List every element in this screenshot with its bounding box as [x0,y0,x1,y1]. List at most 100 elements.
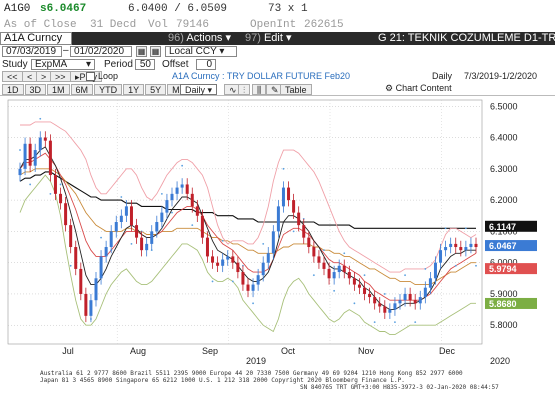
study-label: Study [2,59,28,70]
sar-dot [454,264,457,267]
frequency-select[interactable]: Daily ▾ [180,84,218,95]
security-field[interactable]: A1A Curncy [0,32,72,45]
openint-label: OpenInt [250,18,297,31]
candle-body [428,278,432,288]
sar-dot [414,321,417,324]
chart-caption: A1A Curncy : TRY DOLLAR FUTURE Feb20 [172,71,351,81]
candle-body [64,203,68,226]
candle-body [383,306,387,313]
bid-ask: 6.0400 / 6.0509 [128,2,228,15]
sar-dot [404,274,406,277]
sar-dot [231,280,234,283]
candle-body [140,237,144,251]
candle-body [38,137,42,151]
end-date-field[interactable]: 01/02/2020 [70,46,132,57]
period-tab-3d[interactable]: 3D [24,84,47,95]
sar-dot [39,117,42,120]
period-field[interactable]: 50 [135,59,155,70]
candle-body [135,225,139,238]
edit-menu[interactable]: 97) Edit ▾ [245,32,292,45]
sar-dot [282,167,285,170]
candle-body [221,259,225,266]
candle-body [393,303,397,310]
sar-dot [373,321,376,324]
start-date-field[interactable]: 07/03/2019 [2,46,62,57]
candle-body [84,293,88,316]
loop-checkbox-icon[interactable] [86,72,95,81]
sar-dot [29,183,32,186]
actions-label: Actions [186,32,223,44]
footer-line-1: Australia 61 2 9777 8600 Brazil 5511 239… [40,370,463,377]
currency-select[interactable]: Local CCY ▾ [165,46,237,57]
sar-dot [160,192,163,195]
candle-body [342,265,346,273]
table-label: Table [285,85,307,95]
candle-body [104,247,108,257]
step-back-button[interactable]: << [2,71,23,82]
candle-body [474,243,478,248]
offset-field[interactable]: 0 [196,59,216,70]
close-label: As of Close [4,18,77,31]
chart-type-bar-icon[interactable]: ⫶ [238,84,251,95]
step-forward-end-button[interactable]: >> [50,71,71,82]
candle-body [190,193,194,207]
sar-dot [475,264,477,267]
candle-body [413,300,417,304]
sar-dot [353,302,356,305]
sar-dot [323,249,325,252]
ma-line-0 [19,171,476,229]
step-back-one-button[interactable]: < [22,71,38,82]
period-tab-1m[interactable]: 1M [47,84,70,95]
period-tab-1d[interactable]: 1D [2,84,24,95]
candle-body [302,225,306,238]
chart-type-candle-icon[interactable]: ⫼ [252,84,267,95]
sar-dot [343,252,346,255]
candle-body [317,256,321,263]
candle-body [216,262,220,266]
quote-size: 73 x 1 [268,2,308,15]
table-button[interactable]: Table [280,84,312,95]
sar-dot [394,321,396,324]
sar-dot [69,264,72,267]
candle-body [180,184,184,188]
openint-value: 262615 [304,18,344,31]
sar-dot [424,268,427,270]
sar-dot [444,227,447,230]
actions-menu[interactable]: 96) Actions ▾ [168,32,231,45]
frequency-selected: Daily [185,85,206,95]
candle-body [266,253,270,263]
currency-value: Local CCY [169,46,217,57]
step-forward-button[interactable]: > [36,71,52,82]
sar-dot [100,236,102,239]
candle-body [378,303,382,307]
period-tab-6m[interactable]: 6M [70,84,94,95]
candle-body [292,200,296,213]
candle-body [322,262,326,269]
candle-body [129,206,133,226]
candle-body [69,225,73,248]
candle-body [449,243,453,248]
candle-body [276,206,280,232]
candle-body [281,187,285,207]
price-chart[interactable]: 6.50006.40006.30006.20006.10006.00005.90… [0,96,555,366]
period-tab-1y[interactable]: 1Y [123,84,145,95]
vol-label: Vol [148,18,168,31]
candle-body [114,222,118,232]
date-separator: – [63,45,69,56]
close-date: 31 Decd [90,18,137,31]
candle-body [99,256,103,279]
period-tabs: 1D3D1M6MYTD1Y5YMax Daily ▾ ∿ ⫶ ⫼ ✎ Table… [0,83,555,96]
footer: Australia 61 2 9777 8600 Brazil 5511 239… [0,367,555,400]
frequency-label: Daily [432,71,453,81]
y-tick-label: 6.4000 [490,133,518,143]
calendar-icon[interactable]: ▦ [136,46,147,57]
sar-dot [383,293,386,295]
candle-body [388,309,392,313]
period-tab-5y[interactable]: 5Y [145,84,167,95]
candle-body [211,256,215,263]
calendar-icon[interactable]: ▦ [150,46,161,57]
study-select[interactable]: ExpMA ▾ [31,59,95,70]
study-value: ExpMA [35,59,68,70]
period-tab-ytd[interactable]: YTD [94,84,123,95]
chart-content-button[interactable]: ⚙ Chart Content [385,83,452,94]
